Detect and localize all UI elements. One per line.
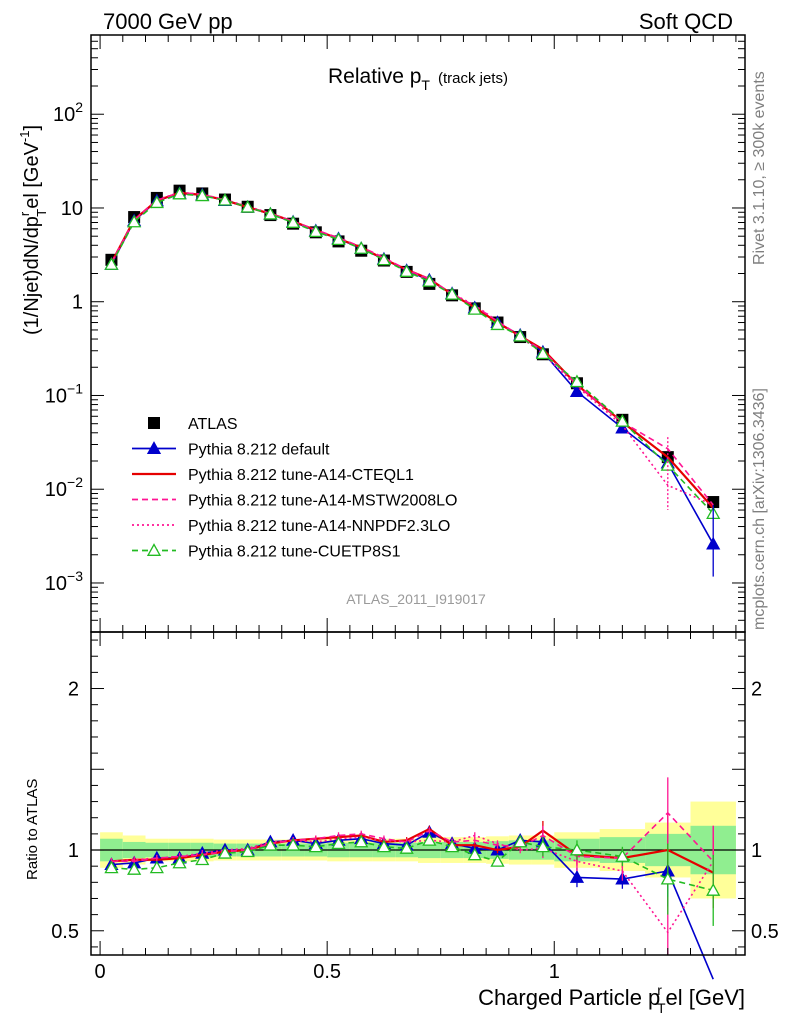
main-title: Relative pT (track jets) <box>328 65 508 93</box>
pythia-8-212-tune-cuetp8s1-marker <box>127 214 142 228</box>
rivet-label: Rivet 3.1.10, ≥ 300k events <box>751 71 768 265</box>
pythia-8-212-tune-cuetp8s1-marker <box>285 215 301 228</box>
axes-ticks: 10−3 10−2 10−1 1 10 102 0.5 0.5 1 1 2 2 0 0.5 1 <box>45 34 779 983</box>
x-axis-label: Charged Particle pr Tel [GeV] <box>478 982 745 1016</box>
pythia-8-212-tune-cuetp8s1-marker <box>217 192 233 206</box>
pythia-8-212-tune-cuetp8s1-marker <box>331 232 346 246</box>
pythia-8-212-tune-cuetp8s1-marker <box>195 188 210 202</box>
pythia-8-212-tune-a14-cteql1-line <box>110 191 715 509</box>
ratio-pythia-8-212-tune-cuetp8s1-marker <box>422 832 437 846</box>
ratio-pythia-8-212-tune-cuetp8s1-marker <box>706 883 721 896</box>
pythia-8-212-tune-cuetp8s1-marker <box>399 264 414 277</box>
ratio-pythia-8-212-tune-cuetp8s1-marker <box>490 853 505 867</box>
ratio-pythia-8-212-tune-cuetp8s1-line <box>111 839 714 892</box>
x-tick-label: 0 <box>95 961 106 983</box>
legend-label: Pythia 8.212 tune-A14-NNPDF2.3LO <box>188 518 450 535</box>
pythia-8-212-tune-cuetp8s1-marker <box>490 317 505 331</box>
x-tick-label: 0.5 <box>313 961 341 983</box>
pythia-8-212-tune-cuetp8s1-marker <box>615 413 630 427</box>
legend-marker-pythia-8-212-default <box>146 441 162 454</box>
x-tick-label: 1 <box>549 961 560 983</box>
pythia-8-212-default-marker <box>615 420 630 434</box>
ratio-pythia-8-212-tune-cuetp8s1-marker <box>467 847 482 861</box>
main-frame <box>90 34 746 633</box>
ratio-pythia-8-212-tune-cuetp8s1-marker <box>376 839 392 853</box>
pythia-8-212-tune-cuetp8s1-marker <box>444 286 460 300</box>
legend-label: ATLAS <box>188 416 238 433</box>
ratio-pythia-8-212-default-marker <box>569 870 585 883</box>
legend-label: Pythia 8.212 tune-A14-CTEQL1 <box>188 467 414 484</box>
ratio-pythia-8-212-tune-cuetp8s1-marker <box>354 834 369 848</box>
y-tick-label: 102 <box>53 99 83 126</box>
pythia-8-212-tune-cuetp8s1-marker <box>240 199 255 213</box>
y-tick-label: 10−2 <box>45 474 83 501</box>
y-tick-label: 10−1 <box>45 380 83 407</box>
ratio-pythia-8-212-tune-cuetp8s1-marker <box>263 837 278 851</box>
analysis-watermark: ATLAS_2011_I919017 <box>346 591 486 607</box>
pythia-8-212-tune-cuetp8s1-marker <box>535 346 551 360</box>
pythia-8-212-tune-cuetp8s1-marker <box>513 328 528 342</box>
ratio-pythia-8-212-tune-a14-cteql1-line <box>111 827 714 874</box>
pythia-8-212-default-line <box>110 192 714 545</box>
legend-marker-pythia-8-212-tune-cuetp8s1 <box>146 543 162 556</box>
ratio-plot <box>104 777 721 980</box>
ratio-pythia-8-212-tune-cuetp8s1-marker <box>399 841 414 854</box>
pythia-8-212-tune-cuetp8s1-marker <box>354 241 369 254</box>
ratio-pythia-8-212-tune-a14-mstw2008lo-line <box>111 811 714 863</box>
header-left: 7000 GeV pp <box>103 9 233 34</box>
ratio-pythia-8-212-tune-cuetp8s1-marker <box>444 839 460 853</box>
pythia-8-212-default-marker <box>569 384 585 398</box>
ratio-pythia-8-212-tune-cuetp8s1-marker <box>172 855 187 869</box>
ratio-y-tick-label: 1 <box>68 840 79 862</box>
main-plot <box>104 184 721 577</box>
ratio-pythia-8-212-tune-cuetp8s1-marker <box>569 842 585 856</box>
pythia-8-212-tune-a14-nnpdf2-3lo-line <box>110 191 714 506</box>
pythia-8-212-tune-cuetp8s1-marker <box>172 186 187 200</box>
ratio-pythia-8-212-tune-cuetp8s1-marker <box>308 839 323 853</box>
ratio-uncertainty-bands <box>91 801 745 899</box>
ratio-pythia-8-212-tune-cuetp8s1-marker <box>615 849 630 862</box>
pythia-8-212-tune-cuetp8s1-marker <box>569 374 585 388</box>
y-tick-label: 10 <box>61 198 83 220</box>
ratio-y-tick-label: 2 <box>68 679 79 701</box>
ratio-ylabel: Ratio to ATLAS <box>24 779 41 880</box>
pythia-8-212-tune-cuetp8s1-marker <box>376 252 392 266</box>
pythia-8-212-tune-cuetp8s1-marker <box>104 257 119 270</box>
pythia-8-212-tune-cuetp8s1-marker <box>467 301 482 315</box>
ratio-pythia-8-212-tune-cuetp8s1-marker <box>127 862 142 875</box>
ratio-pythia-8-212-tune-cuetp8s1-marker <box>149 860 164 874</box>
ratio-pythia-8-212-tune-cuetp8s1-marker <box>535 839 551 853</box>
ratio-y-tick-label-right: 0.5 <box>751 921 779 943</box>
main-ylabel: (1/Njet)dN/dpr Tel [GeV-1] <box>17 125 49 335</box>
legend-label: Pythia 8.212 tune-CUETP8S1 <box>188 544 401 561</box>
pythia-8-212-tune-cuetp8s1-marker <box>308 224 323 238</box>
legend: ATLAS Pythia 8.212 default Pythia 8.212 tu… <box>132 416 457 561</box>
ratio-pythia-8-212-tune-cuetp8s1-marker <box>104 860 119 874</box>
y-tick-label: 1 <box>72 292 83 314</box>
header-right: Soft QCD <box>639 9 733 34</box>
ratio-y-tick-label: 0.5 <box>51 921 79 943</box>
ratio-frame <box>90 631 746 956</box>
legend-label: Pythia 8.212 default <box>188 442 330 459</box>
ratio-pythia-8-212-tune-cuetp8s1-marker <box>660 871 675 885</box>
ratio-pythia-8-212-tune-cuetp8s1-marker <box>513 834 528 848</box>
pythia-8-212-tune-cuetp8s1-marker <box>263 206 278 220</box>
mcplots-label: mcplots.cern.ch [arXiv:1306.3436] <box>751 388 768 630</box>
pythia-8-212-tune-cuetp8s1-line <box>110 193 714 515</box>
legend-marker-atlas <box>148 417 160 429</box>
legend-label: Pythia 8.212 tune-A14-MSTW2008LO <box>188 493 457 510</box>
ratio-y-tick-label-right: 2 <box>751 679 762 701</box>
ratio-pythia-8-212-tune-cuetp8s1-marker <box>195 852 210 866</box>
pythia-8-212-tune-cuetp8s1-marker <box>149 195 164 209</box>
ratio-pythia-8-212-tune-cuetp8s1-marker <box>285 837 301 851</box>
ratio-pythia-8-212-tune-cuetp8s1-marker <box>217 845 233 859</box>
ratio-y-tick-label-right: 1 <box>751 840 762 862</box>
ratio-pythia-8-212-tune-cuetp8s1-marker <box>331 836 346 850</box>
y-tick-label: 10−3 <box>45 568 83 595</box>
pythia-8-212-tune-cuetp8s1-marker <box>422 274 437 287</box>
ratio-pythia-8-212-tune-cuetp8s1-marker <box>240 844 255 858</box>
